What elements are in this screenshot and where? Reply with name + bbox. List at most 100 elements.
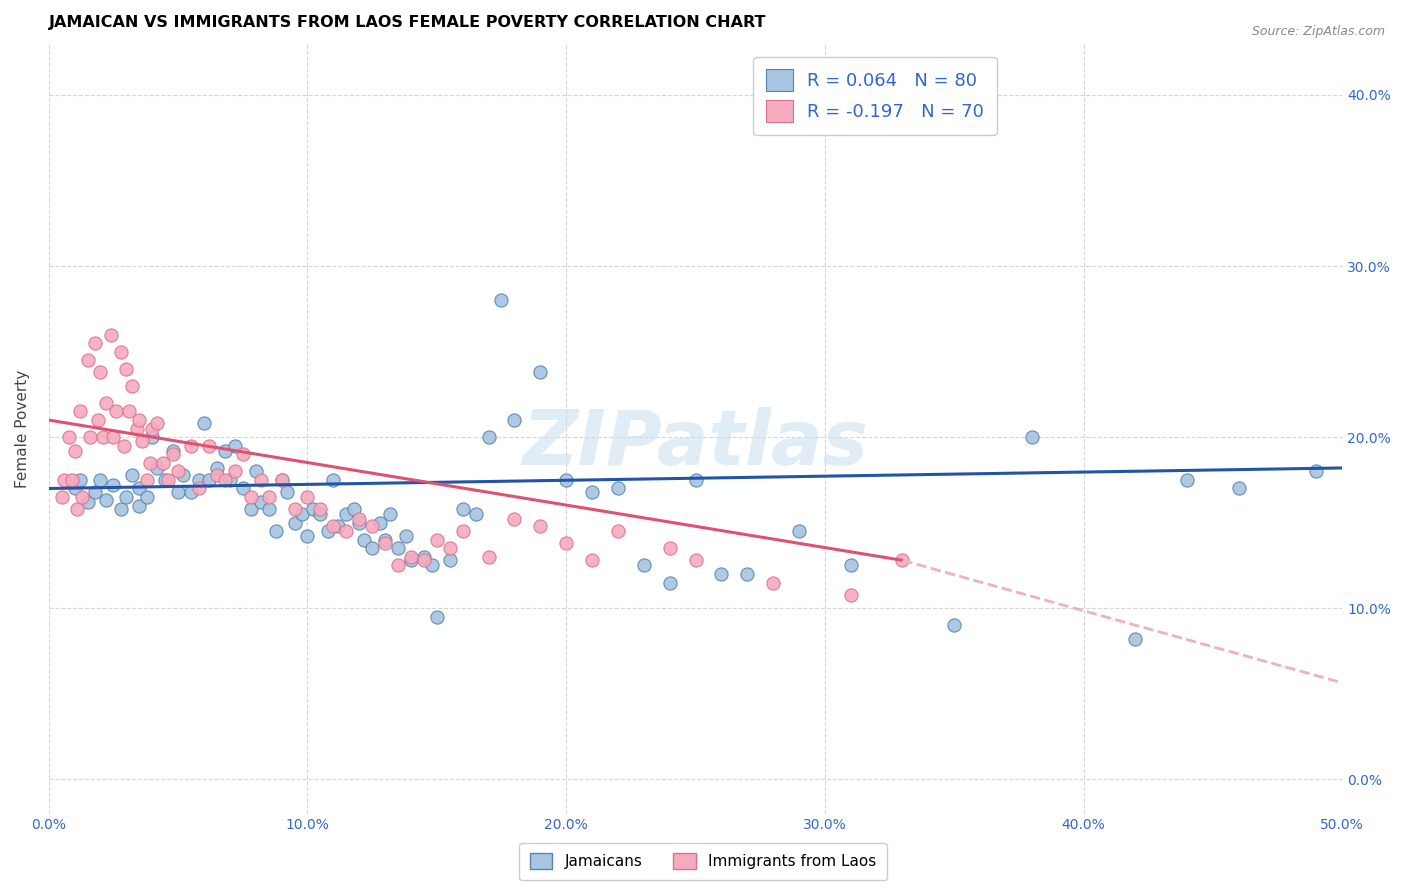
- Point: [361, 519, 384, 533]
- Point: [581, 553, 603, 567]
- Point: [110, 502, 132, 516]
- Point: [103, 430, 125, 444]
- Point: [439, 541, 461, 556]
- Point: [555, 473, 578, 487]
- Point: [395, 529, 418, 543]
- Point: [79, 430, 101, 444]
- Point: [110, 344, 132, 359]
- Point: [84, 336, 107, 351]
- Point: [309, 502, 332, 516]
- Point: [426, 609, 449, 624]
- Point: [464, 507, 486, 521]
- Point: [353, 533, 375, 547]
- Point: [89, 365, 111, 379]
- Point: [198, 473, 221, 487]
- Point: [51, 490, 73, 504]
- Point: [309, 507, 332, 521]
- Point: [257, 490, 280, 504]
- Point: [276, 484, 298, 499]
- Point: [118, 404, 141, 418]
- Point: [76, 495, 98, 509]
- Point: [84, 484, 107, 499]
- Point: [205, 467, 228, 482]
- Point: [180, 484, 202, 499]
- Point: [232, 482, 254, 496]
- Legend: Jamaicans, Immigrants from Laos: Jamaicans, Immigrants from Laos: [519, 843, 887, 880]
- Point: [224, 464, 246, 478]
- Point: [491, 293, 513, 308]
- Point: [63, 443, 86, 458]
- Point: [115, 490, 138, 504]
- Point: [347, 516, 370, 530]
- Y-axis label: Female Poverty: Female Poverty: [15, 369, 30, 488]
- Point: [58, 430, 80, 444]
- Point: [658, 575, 681, 590]
- Point: [224, 439, 246, 453]
- Point: [100, 327, 122, 342]
- Point: [787, 524, 810, 539]
- Point: [214, 443, 236, 458]
- Point: [301, 502, 323, 516]
- Text: ZIPatlas: ZIPatlas: [523, 407, 869, 481]
- Point: [451, 524, 474, 539]
- Point: [943, 618, 966, 632]
- Point: [347, 512, 370, 526]
- Point: [685, 553, 707, 567]
- Point: [172, 467, 194, 482]
- Point: [581, 484, 603, 499]
- Point: [146, 461, 169, 475]
- Text: Source: ZipAtlas.com: Source: ZipAtlas.com: [1251, 25, 1385, 38]
- Point: [53, 473, 76, 487]
- Point: [685, 473, 707, 487]
- Text: JAMAICAN VS IMMIGRANTS FROM LAOS FEMALE POVERTY CORRELATION CHART: JAMAICAN VS IMMIGRANTS FROM LAOS FEMALE …: [49, 15, 766, 30]
- Point: [283, 516, 305, 530]
- Point: [250, 473, 273, 487]
- Point: [136, 490, 159, 504]
- Point: [138, 456, 160, 470]
- Point: [322, 519, 344, 533]
- Point: [60, 473, 83, 487]
- Point: [1227, 482, 1250, 496]
- Point: [529, 365, 551, 379]
- Point: [1021, 430, 1043, 444]
- Point: [146, 417, 169, 431]
- Point: [606, 482, 628, 496]
- Point: [343, 502, 366, 516]
- Point: [839, 558, 862, 573]
- Point: [87, 413, 110, 427]
- Point: [89, 473, 111, 487]
- Point: [658, 541, 681, 556]
- Point: [374, 536, 396, 550]
- Point: [180, 439, 202, 453]
- Point: [239, 502, 262, 516]
- Point: [387, 541, 409, 556]
- Point: [555, 536, 578, 550]
- Point: [214, 473, 236, 487]
- Point: [72, 490, 94, 504]
- Point: [128, 482, 150, 496]
- Point: [187, 482, 209, 496]
- Point: [328, 519, 350, 533]
- Point: [218, 473, 240, 487]
- Point: [335, 524, 357, 539]
- Point: [76, 353, 98, 368]
- Point: [257, 502, 280, 516]
- Point: [839, 588, 862, 602]
- Point: [735, 567, 758, 582]
- Point: [891, 553, 914, 567]
- Point: [162, 447, 184, 461]
- Legend: R = 0.064   N = 80, R = -0.197   N = 70: R = 0.064 N = 80, R = -0.197 N = 70: [754, 56, 997, 135]
- Point: [1175, 473, 1198, 487]
- Point: [193, 417, 215, 431]
- Point: [198, 439, 221, 453]
- Point: [368, 516, 391, 530]
- Point: [374, 533, 396, 547]
- Point: [297, 490, 319, 504]
- Point: [270, 473, 292, 487]
- Point: [270, 473, 292, 487]
- Point: [162, 443, 184, 458]
- Point: [141, 421, 163, 435]
- Point: [69, 473, 91, 487]
- Point: [128, 413, 150, 427]
- Point: [112, 439, 135, 453]
